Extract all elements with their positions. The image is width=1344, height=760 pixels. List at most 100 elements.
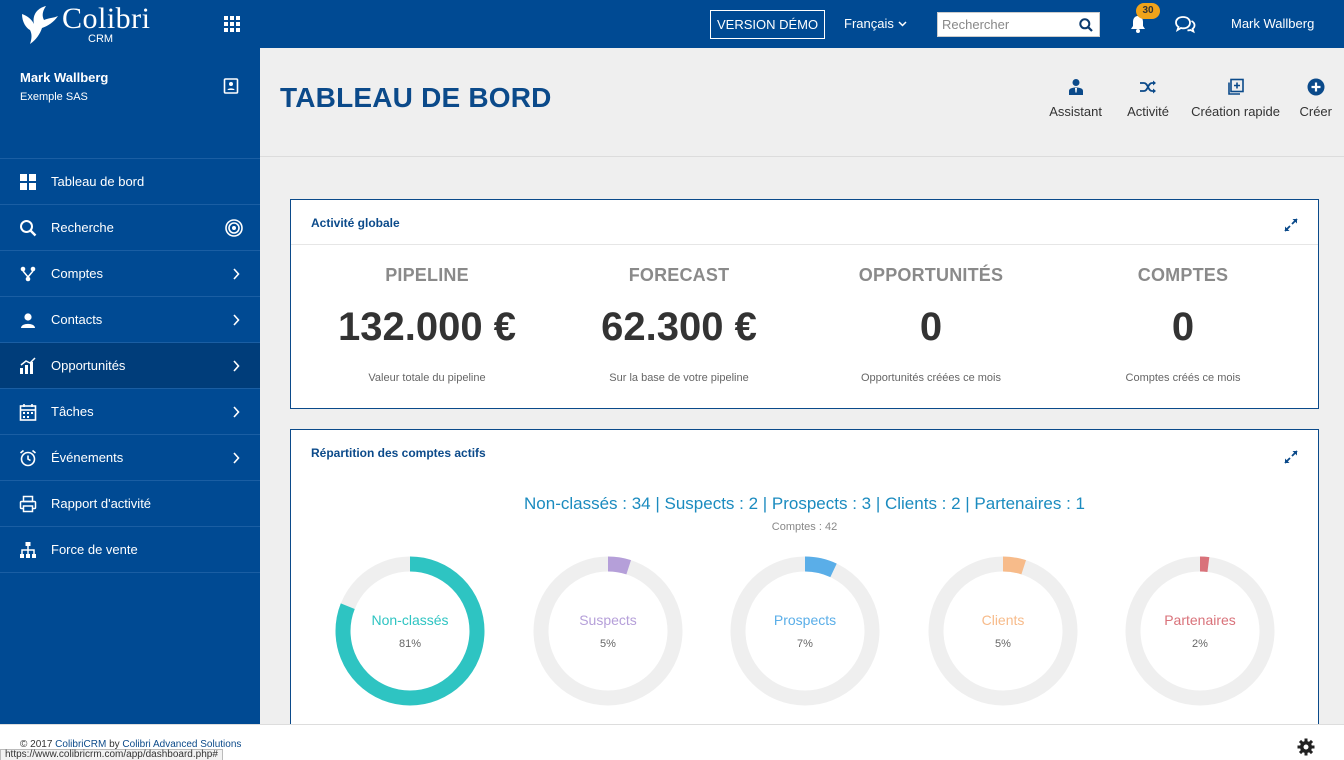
search-icon bbox=[1079, 17, 1093, 32]
page-title: TABLEAU DE BORD bbox=[280, 82, 552, 113]
stat-label: FORECAST bbox=[628, 265, 730, 285]
chevron-right-icon bbox=[233, 406, 240, 418]
create-button[interactable]: Créer bbox=[1299, 78, 1332, 119]
sidebar-item-label: Tableau de bord bbox=[51, 174, 145, 189]
sidebar-item-force-de-vente[interactable]: Force de vente bbox=[0, 527, 260, 573]
stat-label: PIPELINE bbox=[385, 265, 469, 285]
contact-icon bbox=[21, 313, 35, 328]
donut-arc bbox=[928, 556, 1078, 706]
chat-icon[interactable] bbox=[1174, 14, 1196, 34]
donut-suspects[interactable]: Suspects 5% bbox=[533, 556, 683, 706]
assistant-button[interactable]: Assistant bbox=[1049, 78, 1102, 119]
sidebar-item-label: Comptes bbox=[51, 266, 104, 281]
sidebar-item-tableau-de-bord[interactable]: Tableau de bord bbox=[0, 159, 260, 205]
sidebar-item-recherche[interactable]: Recherche bbox=[0, 205, 260, 251]
search-button[interactable] bbox=[1074, 13, 1098, 36]
donut-label: Non-classés bbox=[371, 612, 449, 628]
stat-forecast: FORECAST 62.300 € Sur la base de votre p… bbox=[553, 245, 805, 409]
stat-value: 62.300 € bbox=[601, 305, 757, 349]
colibri-solutions-link[interactable]: Colibri Advanced Solutions bbox=[122, 739, 242, 750]
stat-value: 0 bbox=[1171, 305, 1195, 349]
search-input[interactable] bbox=[938, 13, 1074, 36]
hummingbird-logo-icon bbox=[22, 6, 58, 44]
expand-icon[interactable] bbox=[1284, 450, 1298, 464]
donut-percent: 81% bbox=[398, 638, 422, 650]
donut-label: Partenaires bbox=[1164, 612, 1236, 628]
colibricrm-link[interactable]: ColibriCRM bbox=[55, 739, 107, 750]
sidebar-item-opportunites[interactable]: Opportunités bbox=[0, 343, 260, 389]
accounts-summary: Non-classés : 34 | Suspects : 2 | Prospe… bbox=[524, 494, 1085, 513]
stat-sub: Valeur totale du pipeline bbox=[368, 372, 486, 384]
org-chart-icon bbox=[20, 542, 36, 558]
chevron-down-icon bbox=[898, 20, 907, 27]
user-tie-icon bbox=[1068, 79, 1083, 95]
grid-icon bbox=[20, 174, 36, 190]
global-activity-card: Activité globale PIPELINE 132.000 € Vale… bbox=[290, 199, 1319, 409]
stat-sub: Sur la base de votre pipeline bbox=[609, 372, 749, 384]
stat-accounts: COMPTES 0 Comptes créés ce mois bbox=[1057, 245, 1309, 409]
card-title: Répartition des comptes actifs bbox=[311, 446, 486, 460]
donut-partenaires[interactable]: Partenaires 2% bbox=[1125, 556, 1275, 706]
chevron-right-icon bbox=[233, 268, 240, 280]
sidebar-item-comptes[interactable]: Comptes bbox=[0, 251, 260, 297]
donut-label: Suspects bbox=[579, 612, 637, 628]
profile-company: Exemple SAS bbox=[20, 91, 88, 103]
stat-sub: Comptes créés ce mois bbox=[1125, 372, 1241, 384]
stat-opportunities: OPPORTUNITÉS 0 Opportunités créées ce mo… bbox=[805, 245, 1057, 409]
card-title: Activité globale bbox=[311, 216, 400, 230]
sidebar-item-label: Opportunités bbox=[51, 358, 126, 373]
user-profile: Mark Wallberg Exemple SAS bbox=[0, 48, 260, 158]
target-icon[interactable] bbox=[225, 219, 243, 237]
donut-clients[interactable]: Clients 5% bbox=[928, 556, 1078, 706]
sidebar-item-taches[interactable]: Tâches bbox=[0, 389, 260, 435]
action-label: Assistant bbox=[1049, 104, 1102, 119]
logo[interactable]: Colibri CRM bbox=[18, 2, 168, 46]
gear-icon[interactable] bbox=[1297, 738, 1315, 756]
calendar-icon bbox=[19, 404, 37, 421]
top-bar: Colibri CRM VERSION DÉMO Français 30 Mar… bbox=[0, 0, 1344, 48]
donut-non-classes[interactable]: Non-classés 81% bbox=[335, 556, 485, 706]
sidebar-item-contacts[interactable]: Contacts bbox=[0, 297, 260, 343]
stat-label: OPPORTUNITÉS bbox=[858, 265, 1004, 285]
quick-add-icon bbox=[1227, 78, 1244, 95]
sidebar-item-label: Tâches bbox=[51, 404, 94, 419]
search-box bbox=[937, 12, 1100, 37]
address-book-icon[interactable] bbox=[223, 78, 239, 94]
sidebar-item-label: Force de vente bbox=[51, 542, 138, 557]
sidebar-item-evenements[interactable]: Événements bbox=[0, 435, 260, 481]
sidebar-nav: Tableau de bord Recherche Comptes Contac… bbox=[0, 158, 260, 573]
sidebar-item-label: Contacts bbox=[51, 312, 103, 327]
stat-value: 132.000 € bbox=[338, 305, 516, 349]
donut-percent: 7% bbox=[797, 638, 813, 650]
activity-button[interactable]: Activité bbox=[1127, 78, 1169, 119]
status-bar-url: https://www.colibricrm.com/app/dashboard… bbox=[0, 749, 223, 760]
sidebar-item-label: Rapport d'activité bbox=[51, 496, 152, 511]
chevron-right-icon bbox=[233, 452, 240, 464]
sidebar-item-rapport-activite[interactable]: Rapport d'activité bbox=[0, 481, 260, 527]
accounts-distribution-card: Répartition des comptes actifs Non-class… bbox=[290, 429, 1319, 729]
donut-label: Prospects bbox=[773, 612, 837, 628]
copyright: © 2017 ColibriCRM by Colibri Advanced So… bbox=[20, 739, 241, 750]
user-menu[interactable]: Mark Wallberg bbox=[1231, 16, 1315, 31]
logo-sub: CRM bbox=[88, 33, 114, 45]
stat-label: COMPTES bbox=[1137, 265, 1229, 285]
action-label: Activité bbox=[1127, 104, 1169, 119]
sidebar-item-label: Événements bbox=[51, 450, 124, 465]
apps-grid-icon[interactable] bbox=[224, 16, 240, 32]
sitemap-icon bbox=[20, 266, 36, 282]
quick-create-button[interactable]: Création rapide bbox=[1191, 78, 1280, 119]
language-selector[interactable]: Français bbox=[844, 16, 907, 31]
language-label: Français bbox=[844, 16, 894, 31]
chart-icon bbox=[20, 357, 36, 374]
alarm-clock-icon bbox=[19, 449, 37, 467]
expand-icon[interactable] bbox=[1284, 218, 1298, 232]
donut-prospects[interactable]: Prospects 7% bbox=[730, 556, 880, 706]
bell-icon[interactable] bbox=[1128, 14, 1148, 34]
donut-arc bbox=[335, 556, 485, 706]
demo-version-button[interactable]: VERSION DÉMO bbox=[710, 10, 826, 39]
donut-label: Clients bbox=[981, 612, 1025, 628]
notification-badge: 30 bbox=[1136, 3, 1160, 19]
copyright-mid: by bbox=[106, 739, 123, 750]
stat-pipeline: PIPELINE 132.000 € Valeur totale du pipe… bbox=[301, 245, 553, 409]
donut-percent: 5% bbox=[995, 638, 1011, 650]
